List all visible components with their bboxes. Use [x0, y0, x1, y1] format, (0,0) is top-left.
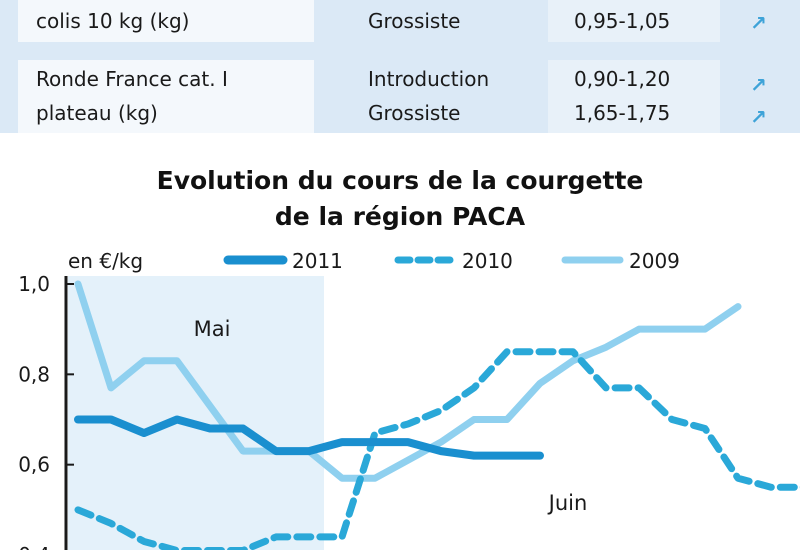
table-row: Ronde France cat. I plateau (kg) Introdu… — [18, 60, 800, 133]
product-label: Ronde France cat. I — [36, 67, 228, 91]
annotation-mai: Mai — [194, 317, 231, 341]
series-line-2009 — [74, 280, 742, 482]
product-label: plateau (kg) — [36, 101, 158, 125]
series-line-2010 — [74, 348, 800, 550]
price-value: 0,90-1,20 — [574, 67, 671, 91]
legend-label: 2011 — [292, 249, 343, 273]
mai-region — [68, 276, 324, 550]
chart-subtitle: de la région PACA — [274, 202, 526, 231]
y-axis-label: en €/kg — [68, 249, 143, 273]
product-label: colis 10 kg (kg) — [36, 9, 190, 33]
chart-title: Evolution du cours de la courgette — [156, 166, 644, 195]
table-row: colis 10 kg (kg) Grossiste 0,95-1,05 ↗ — [18, 0, 800, 44]
y-tick-label: 0,6 — [18, 453, 50, 477]
stage-label: Grossiste — [368, 9, 461, 33]
y-tick-label: 0,4 — [18, 543, 50, 550]
stage-label: Grossiste — [368, 101, 461, 125]
stage-label: Introduction — [368, 67, 490, 91]
price-value: 0,95-1,05 — [574, 9, 671, 33]
arrow-up-right-icon: ↗ — [750, 11, 767, 35]
price-value: 1,65-1,75 — [574, 101, 671, 125]
arrow-up-right-icon: ↗ — [750, 73, 767, 97]
legend-label: 2010 — [462, 249, 513, 273]
arrow-up-right-icon: ↗ — [750, 105, 767, 129]
series-line-2011 — [74, 415, 544, 460]
price-table: colis 10 kg (kg) Grossiste 0,95-1,05 ↗ R… — [0, 0, 800, 133]
y-tick-label: 1,0 — [18, 272, 50, 296]
legend-label: 2009 — [629, 249, 680, 273]
y-tick-label: 0,8 — [18, 362, 50, 386]
annotation-juin: Juin — [547, 491, 588, 515]
